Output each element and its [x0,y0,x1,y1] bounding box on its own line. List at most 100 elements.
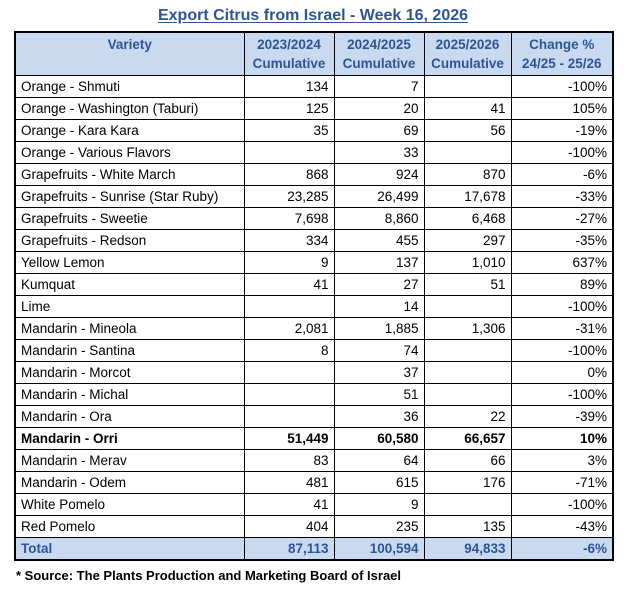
change-pct-cell: -27% [510,207,614,230]
variety-cell: Lime [14,295,245,318]
variety-cell: Orange - Various Flavors [14,141,245,164]
col-2024-2025-cell: 924 [333,163,425,186]
col-2023-2024-cell: 8 [243,339,335,362]
col-2024-2025-cell: 615 [333,471,425,494]
col-2024-2025-cell: 9 [333,493,425,516]
col-2023-2024-cell: 404 [243,515,335,538]
table-row: Orange - Shmuti 134 7 -100% [14,75,614,98]
variety-cell: Grapefruits - Sunrise (Star Ruby) [14,185,245,208]
col-2023-2024-cell: 83 [243,449,335,472]
table-row: Grapefruits - Sunrise (Star Ruby) 23,285 2… [14,185,614,208]
variety-cell: Mandarin - Michal [14,383,245,406]
col-2024-2025-cell: 51 [333,383,425,406]
col-2025-2026-cell: 66,657 [423,427,512,450]
variety-cell: Grapefruits - White March [14,163,245,186]
export-citrus-table: Variety 2023/2024 Cumulative 2024/2025 C… [14,31,614,561]
variety-cell: Orange - Kara Kara [14,119,245,142]
table-row: Mandarin - Mineola 2,081 1,885 1,306 -31% [14,317,614,340]
change-pct-cell: -100% [510,383,614,406]
variety-cell: White Pomelo [14,493,245,516]
col-2025-2026-cell [423,295,512,318]
change-pct-cell: 10% [510,427,614,450]
table-row: Red Pomelo 404 235 135 -43% [14,515,614,538]
total-row: Total 87,113 100,594 94,833 -6% [14,537,614,561]
change-pct-cell: 0% [510,361,614,384]
table-row: Orange - Washington (Taburi) 125 20 41 105% [14,97,614,120]
col-2023-2024-cell: 125 [243,97,335,120]
col-2024-2025-cell: 64 [333,449,425,472]
change-pct-cell: -43% [510,515,614,538]
col-2023-2024-cell [243,361,335,384]
variety-cell: Mandarin - Santina [14,339,245,362]
col-2024-2025-cell: 1,885 [333,317,425,340]
column-header-2024-2025: 2024/2025 Cumulative [333,31,425,76]
col-2023-2024-cell: 868 [243,163,335,186]
change-pct-cell: -35% [510,229,614,252]
col-2023-2024-cell [243,295,335,318]
table-row: Mandarin - Michal 51 -100% [14,383,614,406]
table-row: Mandarin - Santina 8 74 -100% [14,339,614,362]
table-row: Yellow Lemon 9 137 1,010 637% [14,251,614,274]
col-2024-2025-cell: 36 [333,405,425,428]
change-pct-cell: -100% [510,339,614,362]
col-2024-2025-cell: 14 [333,295,425,318]
variety-cell: Total [14,537,245,561]
table-row: Mandarin - Ora 36 22 -39% [14,405,614,428]
col-2025-2026-cell: 22 [423,405,512,428]
table-row: Grapefruits - Redson 334 455 297 -35% [14,229,614,252]
col-2023-2024-cell [243,405,335,428]
variety-cell: Red Pomelo [14,515,245,538]
change-pct-cell: -100% [510,493,614,516]
col-2023-2024-cell: 2,081 [243,317,335,340]
change-pct-cell: -39% [510,405,614,428]
table-row: White Pomelo 41 9 -100% [14,493,614,516]
col-2024-2025-cell: 455 [333,229,425,252]
col-2024-2025-cell: 137 [333,251,425,274]
change-pct-cell: -100% [510,295,614,318]
col-2024-2025-cell: 74 [333,339,425,362]
variety-cell: Grapefruits - Sweetie [14,207,245,230]
header-row: Variety 2023/2024 Cumulative 2024/2025 C… [14,31,614,76]
variety-cell: Orange - Washington (Taburi) [14,97,245,120]
col-2025-2026-cell: 56 [423,119,512,142]
col-2024-2025-cell: 26,499 [333,185,425,208]
change-pct-cell: -33% [510,185,614,208]
change-pct-cell: -31% [510,317,614,340]
table-row: Mandarin - Orri 51,449 60,580 66,657 10% [14,427,614,450]
change-pct-cell: -100% [510,141,614,164]
col-2025-2026-cell: 51 [423,273,512,296]
col-2025-2026-cell: 17,678 [423,185,512,208]
col-2025-2026-cell: 1,010 [423,251,512,274]
variety-cell: Orange - Shmuti [14,75,245,98]
col-2024-2025-cell: 69 [333,119,425,142]
col-2025-2026-cell: 135 [423,515,512,538]
col-2024-2025-cell: 60,580 [333,427,425,450]
col-2025-2026-cell [423,493,512,516]
table-row: Mandarin - Morcot 37 0% [14,361,614,384]
change-pct-cell: 89% [510,273,614,296]
col-2025-2026-cell [423,141,512,164]
table-row: Mandarin - Odem 481 615 176 -71% [14,471,614,494]
col-2024-2025-cell: 27 [333,273,425,296]
col-2023-2024-cell [243,141,335,164]
col-2023-2024-cell: 481 [243,471,335,494]
col-2023-2024-cell: 334 [243,229,335,252]
col-2025-2026-cell [423,383,512,406]
col-2024-2025-cell: 33 [333,141,425,164]
col-2025-2026-cell: 176 [423,471,512,494]
column-header-2025-2026: 2025/2026 Cumulative [423,31,512,76]
col-2025-2026-cell: 41 [423,97,512,120]
col-2023-2024-cell: 41 [243,493,335,516]
change-pct-cell: 105% [510,97,614,120]
col-2024-2025-cell: 7 [333,75,425,98]
change-pct-cell: 3% [510,449,614,472]
table-row: Mandarin - Merav 83 64 66 3% [14,449,614,472]
change-pct-cell: -19% [510,119,614,142]
variety-cell: Yellow Lemon [14,251,245,274]
page-title: Export Citrus from Israel - Week 16, 202… [157,7,469,24]
col-2023-2024-cell: 134 [243,75,335,98]
col-2023-2024-cell: 7,698 [243,207,335,230]
table-row: Grapefruits - Sweetie 7,698 8,860 6,468 -27% [14,207,614,230]
col-2025-2026-cell: 6,468 [423,207,512,230]
table-row: Orange - Various Flavors 33 -100% [14,141,614,164]
